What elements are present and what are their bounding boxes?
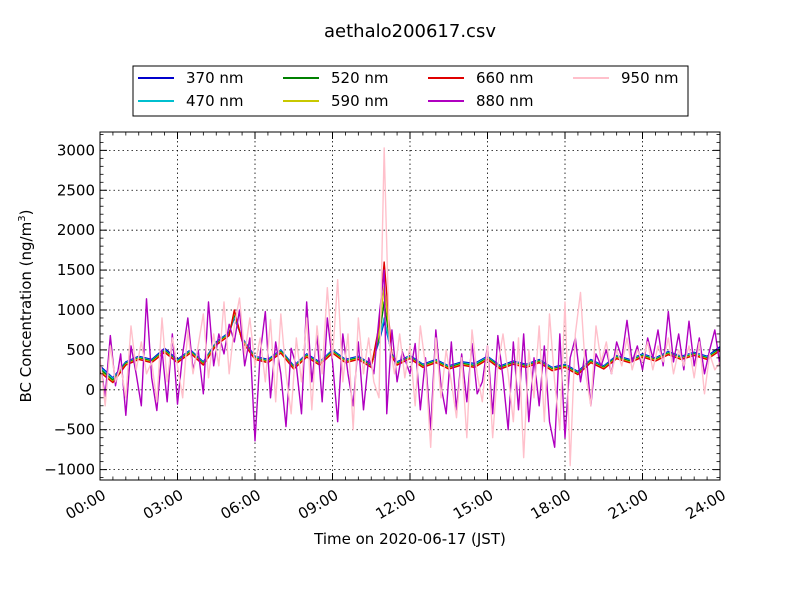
legend-label: 590 nm <box>331 92 389 110</box>
legend: 370 nm 470 nm 520 nm 590 nm 660 nm 880 nm 950 … <box>132 65 689 117</box>
series-line-880-nm <box>100 269 720 448</box>
x-tick-label: 24:00 <box>682 486 728 523</box>
legend-label: 470 nm <box>186 92 244 110</box>
plot-frame <box>99 131 721 481</box>
y-tick-label: −500 <box>54 421 95 439</box>
legend-frame <box>132 65 689 117</box>
y-axis-label-sup: 3 <box>17 215 28 221</box>
legend-label: 880 nm <box>476 92 534 110</box>
ticks <box>99 132 721 480</box>
y-axis-label-end: ) <box>17 210 35 216</box>
y-tick-label: 1000 <box>57 301 95 319</box>
plot-area <box>100 147 720 467</box>
y-axis-label: BC Concentration (ng/m3) <box>17 210 35 403</box>
legend-label: 950 nm <box>621 69 679 87</box>
y-tick-label: 0 <box>85 381 95 399</box>
y-tick-label: 1500 <box>57 261 95 279</box>
y-tick-labels: −1000 −500 0 500 1000 1500 2000 2500 3000 <box>44 141 95 478</box>
grid <box>100 132 720 480</box>
legend-label: 520 nm <box>331 69 389 87</box>
x-tick-label: 09:00 <box>295 486 341 523</box>
x-tick-label: 18:00 <box>527 486 573 523</box>
chart-title: aethalo200617.csv <box>324 21 496 42</box>
x-axis-label: Time on 2020-06-17 (JST) <box>313 530 506 548</box>
x-tick-label: 00:00 <box>62 486 108 523</box>
legend-label: 370 nm <box>186 69 244 87</box>
y-tick-label: −1000 <box>44 461 95 479</box>
x-tick-labels: 00:00 03:00 06:00 09:00 12:00 15:00 18:00 21:00… <box>62 486 728 523</box>
y-axis-label-main: BC Concentration (ng/m <box>17 222 35 403</box>
x-tick-label: 12:00 <box>372 486 418 523</box>
y-tick-label: 3000 <box>57 141 95 159</box>
series-layer <box>100 147 720 467</box>
x-tick-label: 06:00 <box>217 486 263 523</box>
x-tick-label: 21:00 <box>605 486 651 523</box>
legend-label: 660 nm <box>476 69 534 87</box>
y-tick-label: 500 <box>66 341 95 359</box>
series-line-950-nm <box>100 147 720 467</box>
y-tick-label: 2500 <box>57 181 95 199</box>
y-tick-label: 2000 <box>57 221 95 239</box>
x-tick-label: 03:00 <box>140 486 186 523</box>
x-tick-label: 15:00 <box>450 486 496 523</box>
